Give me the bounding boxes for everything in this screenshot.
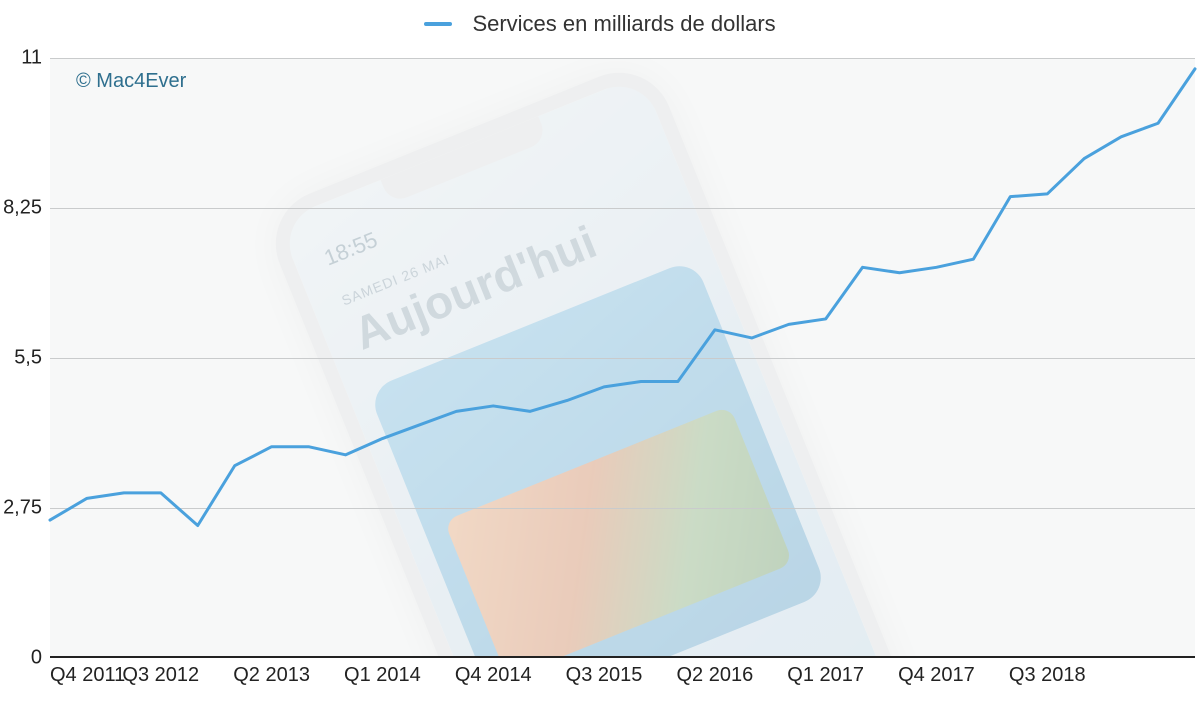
- x-tick-label: Q1 2014: [344, 656, 421, 687]
- x-tick-label: Q1 2017: [787, 656, 864, 687]
- x-tick-label: Q3 2018: [1009, 656, 1086, 687]
- x-tick-label: Q4 2011: [50, 656, 125, 687]
- legend-label: Services en milliards de dollars: [472, 11, 775, 36]
- x-tick-label: Q3 2012: [122, 656, 199, 687]
- y-tick-label: 2,75: [3, 497, 50, 520]
- x-tick-label: Q4 2014: [455, 656, 532, 687]
- y-tick-label: 8,25: [3, 197, 50, 220]
- x-tick-label: Q3 2015: [566, 656, 643, 687]
- x-tick-label: Q2 2016: [676, 656, 753, 687]
- chart-legend: Services en milliards de dollars: [0, 10, 1200, 37]
- x-tick-label: Q4 2017: [898, 656, 975, 687]
- line-series: [50, 58, 1195, 656]
- chart-container: Services en milliards de dollars 18:55 S…: [0, 0, 1200, 702]
- legend-swatch: [424, 22, 452, 26]
- y-tick-label: 0: [31, 647, 50, 670]
- x-tick-label: Q2 2013: [233, 656, 310, 687]
- y-tick-label: 5,5: [14, 347, 50, 370]
- plot-area: 18:55 SAMEDI 26 MAI Aujourd'hui © Mac4Ev…: [50, 58, 1195, 658]
- y-tick-label: 11: [21, 47, 50, 70]
